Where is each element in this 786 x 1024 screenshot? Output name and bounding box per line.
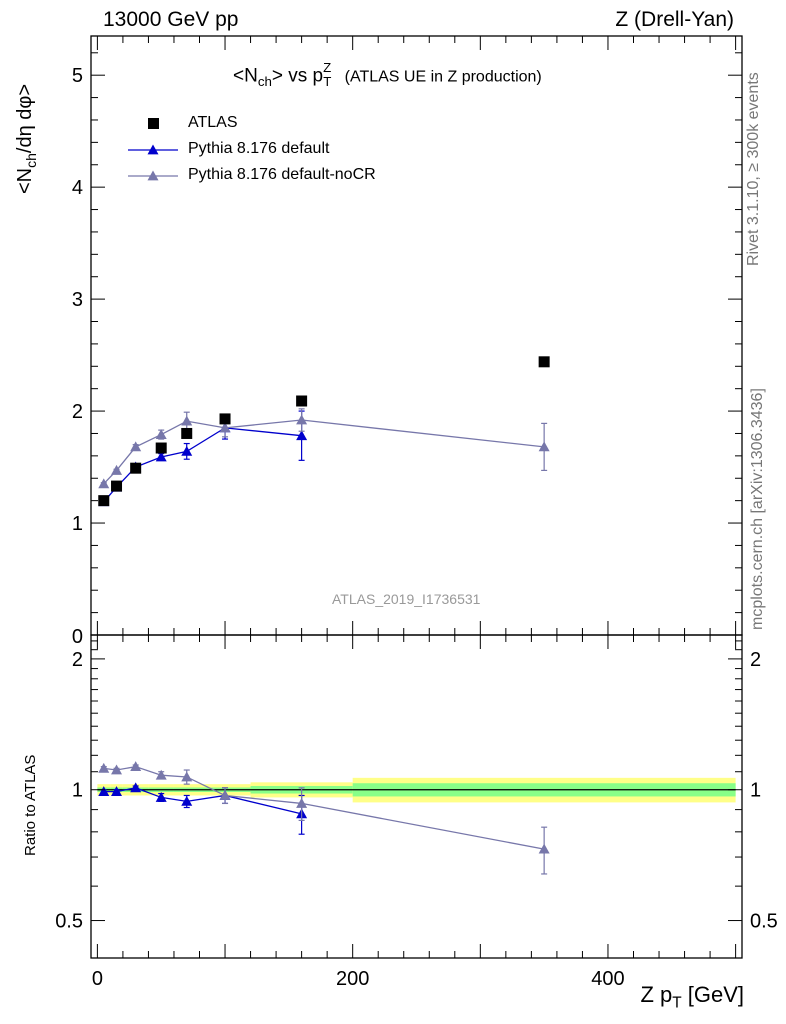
ratio-tick-label-left: 1 bbox=[72, 780, 83, 802]
ratio-point-noCR bbox=[219, 789, 231, 800]
ratio-point-default bbox=[130, 782, 142, 793]
legend-label-data: ATLAS bbox=[188, 114, 238, 131]
point-default bbox=[296, 430, 308, 441]
y-tick-label: 4 bbox=[72, 177, 83, 199]
point-default bbox=[181, 445, 193, 456]
legend-marker-data bbox=[148, 118, 159, 129]
point-noCR bbox=[219, 422, 231, 433]
point-default bbox=[155, 451, 167, 462]
point-noCR bbox=[98, 478, 110, 489]
ratio-point-default bbox=[98, 786, 110, 797]
ratio-tick-label-left: 2 bbox=[72, 649, 83, 671]
ratio-frame bbox=[90, 634, 743, 959]
x-axis-label: Z pT [GeV] bbox=[640, 982, 744, 1012]
x-tick-label: 400 bbox=[591, 968, 624, 990]
legend-label-default: Pythia 8.176 default bbox=[188, 140, 330, 157]
y-tick-label: 1 bbox=[72, 513, 83, 535]
legend-marker-nocr bbox=[147, 170, 159, 181]
ylabel-part-a: <N bbox=[14, 167, 36, 194]
data-point bbox=[181, 427, 193, 439]
header-process-label: Z (Drell-Yan) bbox=[615, 8, 734, 31]
axis-tick-labels: 0 200 400 1 2 3 4 5 0 0.5 0.5 1 1 2 2 bbox=[55, 65, 778, 990]
ratio-point-default bbox=[155, 791, 167, 802]
ylabel-part-b: /dη dφ> bbox=[14, 83, 36, 154]
series-layer bbox=[98, 356, 550, 875]
title-part-n: <N bbox=[233, 65, 258, 87]
axes-frames bbox=[90, 35, 743, 959]
title-sub-t: T bbox=[323, 74, 332, 90]
data-point bbox=[130, 462, 142, 474]
ratio-point-noCR bbox=[98, 762, 110, 773]
y-tick-label: 5 bbox=[72, 65, 83, 87]
title-part-vs: > vs p bbox=[271, 65, 324, 87]
title-tail: (ATLAS UE in Z production) bbox=[344, 68, 542, 86]
main-ylabel: <Nch/dη dφ> bbox=[14, 84, 39, 194]
legend-label-nocr: Pythia 8.176 default-noCR bbox=[188, 166, 376, 183]
series-line-noCR bbox=[103, 419, 545, 485]
point-noCR bbox=[155, 429, 167, 439]
ratio-point-noCR bbox=[130, 761, 142, 772]
ratio-point-default bbox=[181, 795, 193, 806]
ratio-tick-label-right: 2 bbox=[750, 649, 761, 671]
ratio-point-default bbox=[111, 786, 123, 797]
analysis-id: ATLAS_2019_I1736531 bbox=[332, 591, 481, 607]
data-point bbox=[155, 442, 167, 454]
ratio-line-noCR bbox=[103, 765, 545, 850]
data-point bbox=[538, 356, 550, 368]
data-point bbox=[98, 495, 110, 507]
plot-title: <Nch> vs pZT (ATLAS UE in Z production) bbox=[233, 60, 542, 90]
x-tick-label: 200 bbox=[336, 968, 369, 990]
y-tick-label-zero: 0 bbox=[72, 626, 83, 648]
rivet-version-label: Rivet 3.1.10, ≥ 300k events bbox=[745, 72, 762, 266]
data-point bbox=[219, 413, 231, 425]
ratio-tick-label-right: 1 bbox=[750, 780, 761, 802]
x-tick-label: 0 bbox=[92, 968, 103, 990]
data-point bbox=[111, 480, 123, 492]
xlabel-sub: T bbox=[672, 994, 682, 1012]
ratio-point-noCR bbox=[181, 771, 193, 782]
y-tick-label: 3 bbox=[72, 289, 83, 311]
xlabel-part-b: [GeV] bbox=[681, 982, 744, 1007]
legend-markers bbox=[128, 118, 178, 181]
header-energy-label: 13000 GeV pp bbox=[103, 8, 239, 31]
title-sup-z: Z bbox=[323, 60, 332, 75]
ratio-point-noCR bbox=[111, 764, 123, 775]
ratio-point-noCR bbox=[538, 843, 550, 854]
ratio-point-noCR bbox=[155, 769, 167, 780]
point-noCR bbox=[181, 415, 193, 426]
ratio-point-noCR bbox=[296, 797, 308, 808]
xlabel-part-a: Z p bbox=[640, 982, 673, 1007]
data-point bbox=[296, 395, 308, 407]
point-noCR bbox=[130, 441, 142, 452]
ylabel-sub: ch bbox=[23, 153, 39, 168]
title-sub-ch: ch bbox=[257, 74, 272, 90]
mcplots-label: mcplots.cern.ch [arXiv:1306.3436] bbox=[749, 388, 766, 630]
axis-ticks bbox=[91, 36, 742, 958]
ratio-ylabel: Ratio to ATLAS bbox=[22, 754, 39, 856]
point-noCR bbox=[111, 464, 123, 475]
ratio-tick-label-right: 0.5 bbox=[750, 911, 778, 933]
legend-marker-default bbox=[147, 144, 159, 155]
ratio-uncertainty-bands bbox=[97, 777, 736, 803]
ratio-tick-label-left: 0.5 bbox=[55, 911, 83, 933]
point-noCR bbox=[296, 414, 308, 425]
point-noCR bbox=[538, 441, 550, 452]
y-tick-label: 2 bbox=[72, 401, 83, 423]
